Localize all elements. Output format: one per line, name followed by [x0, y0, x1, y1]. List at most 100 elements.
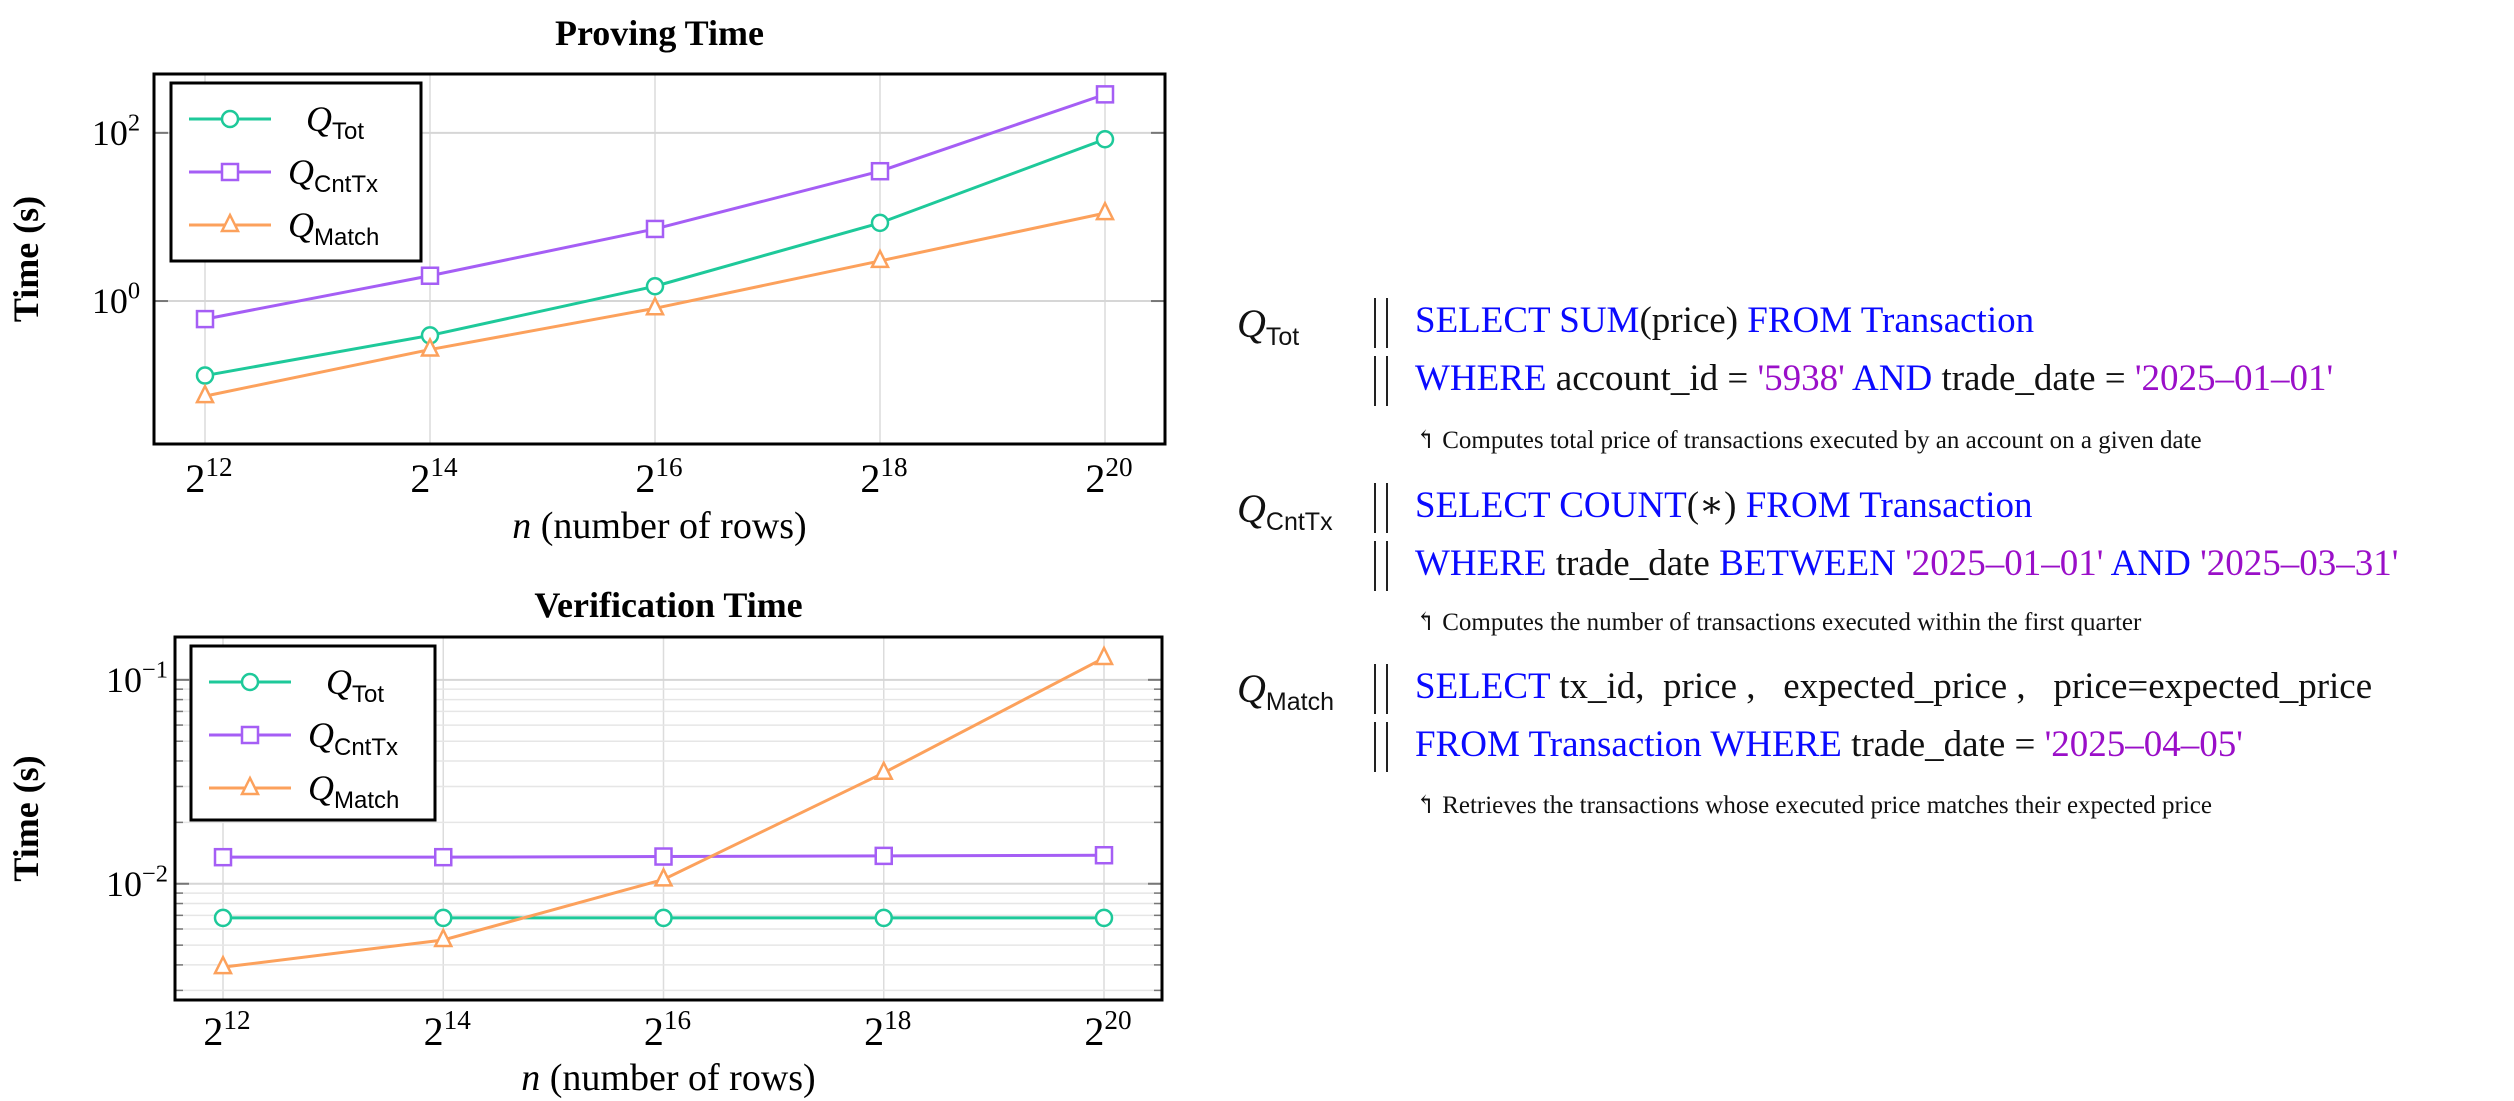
sql-string: '2025–01–01' [2134, 358, 2334, 399]
plot-frame [152, 72, 1167, 446]
data-point [434, 908, 453, 928]
sql-keyword: SELECT [1415, 666, 1560, 707]
legend-label-symbol: Q [306, 99, 332, 139]
code-line: SELECT COUNT(∗) FROM Transaction [1415, 487, 2033, 524]
data-point [873, 760, 894, 781]
sql-text: account_id = [1555, 358, 1758, 399]
query-label: QTot [1237, 300, 1299, 352]
sql-string: '5938' [1757, 358, 1845, 399]
query-label-subscript: CntTx [1265, 508, 1333, 536]
sql-keyword: FROM Transaction [1747, 300, 2035, 341]
data-point [870, 213, 890, 233]
y-axis-label: Time (s) [6, 755, 46, 881]
sql-keyword: SELECT COUNT [1415, 485, 1687, 526]
data-point [434, 847, 453, 867]
x-axis-variable: n [521, 1057, 550, 1099]
code-line-bar [1374, 664, 1388, 714]
code-line: SELECT SUM(price) FROM Transaction [1415, 302, 2034, 339]
y-tick-label: 100 [92, 278, 140, 321]
x-tick-label: 212 [185, 452, 232, 501]
data-point [195, 366, 215, 385]
code-line: SELECT tx_id, price , expected_price , p… [1415, 668, 2372, 705]
x-tick-label-exponent: 20 [1105, 452, 1132, 482]
query-label-symbol: Q [1237, 666, 1266, 711]
data-point [874, 908, 893, 928]
x-axis-label: n (number of rows) [512, 505, 806, 547]
query-label-subscript: Match [1265, 688, 1334, 716]
x-tick-label-exponent: 14 [444, 1005, 472, 1035]
query-label: QCntTx [1237, 485, 1333, 537]
y-tick-label-exponent: 2 [128, 109, 140, 136]
data-point [1095, 129, 1115, 149]
x-tick-label: 220 [1084, 1005, 1131, 1054]
legend-marker [240, 672, 260, 692]
x-axis-variable: n [512, 505, 541, 547]
legend-box [189, 644, 437, 822]
x-tick-label-base: 2 [644, 1009, 664, 1054]
chart-title: Proving Time [555, 13, 764, 53]
data-point [420, 266, 440, 285]
data-point [213, 847, 233, 867]
x-axis-label-text: (number of rows) [550, 1057, 816, 1099]
sql-keyword: SELECT SUM [1415, 300, 1640, 341]
query-description: ↰ Computes total price of transactions e… [1415, 427, 2202, 454]
legend-label: QTot [306, 99, 364, 145]
query-description: ↰ Retrieves the transactions whose execu… [1415, 792, 2212, 819]
legend-marker [239, 775, 261, 796]
x-tick-label-base: 2 [1085, 456, 1105, 501]
code-line-bar [1374, 298, 1388, 348]
data-point [654, 908, 673, 928]
y-tick-label-exponent: −2 [142, 860, 168, 887]
data-point [869, 248, 891, 269]
legend-marker [220, 162, 240, 182]
series-tot [195, 129, 1115, 385]
series-match [212, 645, 1115, 975]
y-tick-label-base: 10 [106, 660, 142, 700]
x-tick-label-exponent: 14 [430, 452, 458, 482]
code-line-bar [1374, 541, 1388, 591]
data-point [874, 846, 893, 866]
sql-keyword: AND [1844, 358, 1942, 399]
sql-string: '2025–01–01' [1905, 543, 2104, 584]
legend-label-symbol: Q [288, 205, 314, 245]
legend-label: QMatch [308, 768, 399, 814]
data-point [653, 866, 674, 887]
y-tick-label-exponent: −1 [142, 656, 168, 683]
y-tick-label: 10−1 [106, 656, 168, 699]
legend-label: QCntTx [308, 715, 398, 761]
legend-label: QCntTx [288, 152, 378, 198]
data-point [1094, 908, 1114, 928]
series-tot [213, 908, 1114, 928]
x-tick-label-base: 2 [185, 456, 205, 501]
code-line-bar [1374, 722, 1388, 772]
y-tick-label: 102 [92, 109, 140, 152]
sql-text: trade_date [1555, 543, 1720, 584]
x-axis-label: n (number of rows) [521, 1057, 815, 1099]
data-point [212, 954, 234, 975]
legend-label: QMatch [288, 205, 379, 251]
sql-string: '2025–03–31' [2200, 543, 2399, 584]
code-line: WHERE account_id = '5938' AND trade_date… [1415, 360, 2333, 397]
query-label-symbol: Q [1237, 301, 1266, 346]
legend-marker [220, 109, 240, 129]
x-tick-label-exponent: 16 [655, 452, 682, 482]
x-tick-label: 216 [635, 452, 682, 501]
y-tick-label-base: 10 [92, 113, 128, 153]
legend-label-subscript: Match [314, 224, 379, 251]
x-tick-label: 220 [1085, 452, 1132, 501]
code-line-bar [1374, 356, 1388, 406]
y-tick-label-base: 10 [92, 281, 128, 321]
chart-title: Verification Time [534, 585, 802, 625]
x-tick-label-base: 2 [864, 1009, 884, 1054]
sql-text: (∗) [1686, 485, 1746, 526]
y-tick-label-base: 10 [106, 864, 142, 904]
sql-text: (price) [1639, 300, 1748, 341]
query-label: QMatch [1237, 665, 1334, 717]
x-tick-label: 212 [203, 1005, 250, 1054]
series-match [194, 200, 1116, 404]
x-tick-label-base: 2 [860, 456, 880, 501]
